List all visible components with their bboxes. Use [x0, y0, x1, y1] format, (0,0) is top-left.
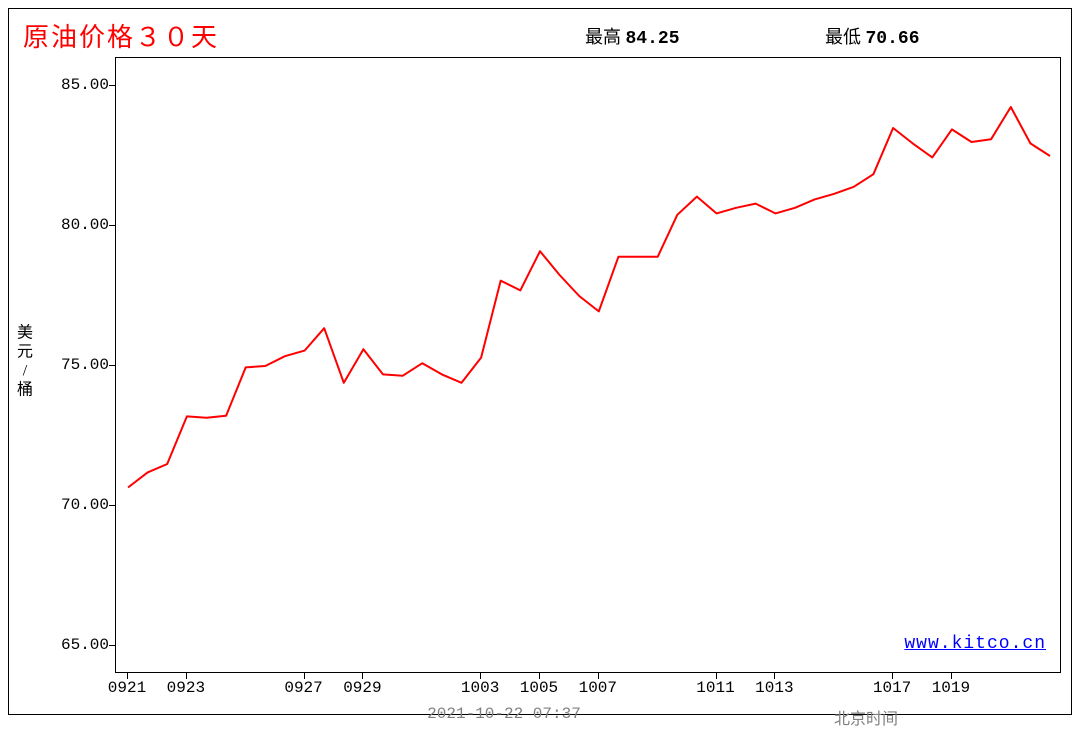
x-tick-mark	[716, 673, 717, 679]
x-tick-label: 1019	[932, 679, 970, 697]
y-tick-label: 80.00	[29, 216, 109, 234]
low-readout: 最低 70.66	[825, 23, 920, 49]
x-tick-mark	[539, 673, 540, 679]
watermark-link[interactable]: www.kitco.cn	[904, 634, 1046, 654]
plot-area: www.kitco.cn	[115, 57, 1061, 673]
x-tick-label: 0927	[284, 679, 322, 697]
x-tick-label: 1003	[461, 679, 499, 697]
high-value: 84.25	[626, 29, 680, 49]
x-tick-label: 1011	[696, 679, 734, 697]
y-tick-label: 75.00	[29, 356, 109, 374]
y-tick-label: 85.00	[29, 76, 109, 94]
chart-container: 原油价格３０天 最高 84.25 最低 70.66 美元/桶 美元/桶 www.…	[8, 8, 1072, 715]
high-label: 最高	[585, 27, 621, 47]
y-tick-mark	[109, 85, 115, 86]
x-tick-label: 0923	[167, 679, 205, 697]
timestamp-label: 2021-10-22 07:37	[427, 705, 581, 723]
x-tick-label: 1005	[520, 679, 558, 697]
x-tick-label: 1017	[873, 679, 911, 697]
low-value: 70.66	[866, 29, 920, 49]
x-tick-label: 0921	[108, 679, 146, 697]
x-tick-label: 1007	[579, 679, 617, 697]
x-tick-mark	[892, 673, 893, 679]
x-tick-mark	[186, 673, 187, 679]
y-tick-mark	[109, 365, 115, 366]
y-tick-label: 70.00	[29, 496, 109, 514]
high-readout: 最高 84.25	[585, 23, 680, 49]
y-tick-mark	[109, 645, 115, 646]
y-tick-mark	[109, 225, 115, 226]
x-tick-mark	[362, 673, 363, 679]
x-tick-mark	[774, 673, 775, 679]
chart-title: 原油价格３０天	[23, 17, 219, 54]
price-line	[116, 58, 1062, 674]
x-tick-mark	[598, 673, 599, 679]
low-label: 最低	[825, 27, 861, 47]
timezone-label: 北京时间	[834, 705, 898, 729]
x-tick-mark	[951, 673, 952, 679]
x-tick-mark	[304, 673, 305, 679]
y-tick-label: 65.00	[29, 636, 109, 654]
x-tick-label: 0929	[343, 679, 381, 697]
y-tick-mark	[109, 505, 115, 506]
x-tick-mark	[480, 673, 481, 679]
x-tick-mark	[127, 673, 128, 679]
x-tick-label: 1013	[755, 679, 793, 697]
